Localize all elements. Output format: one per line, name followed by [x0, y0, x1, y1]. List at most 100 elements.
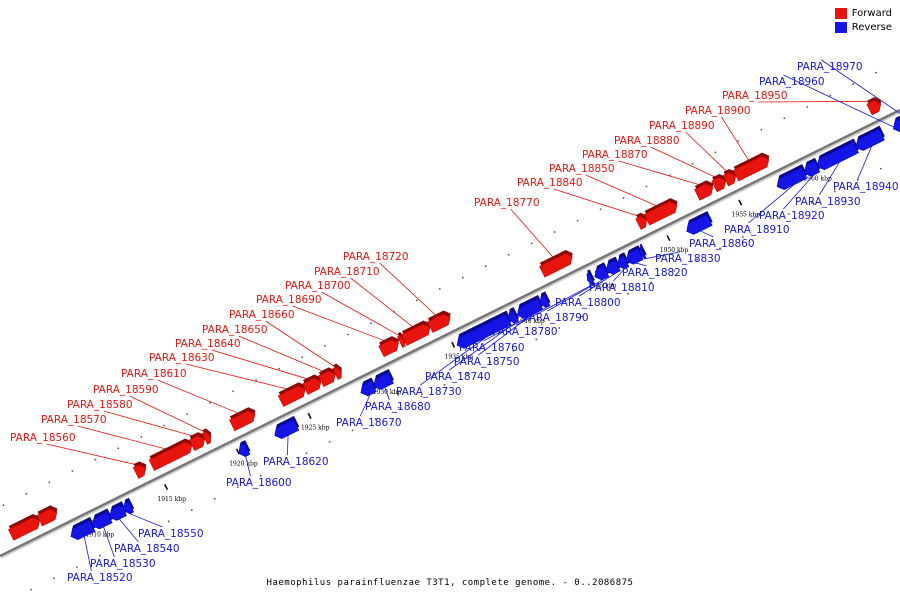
reverse-frame-dot [190, 509, 193, 511]
gene-arrow [539, 253, 573, 278]
gene-arrow [816, 141, 859, 171]
forward-frame-dot [94, 458, 97, 461]
forward-gene [132, 461, 147, 479]
forward-frame-dot [645, 185, 648, 188]
reverse-gene [539, 291, 551, 308]
reverse-gene [594, 262, 610, 281]
gene-arrow [318, 370, 336, 387]
forward-frame-dot [484, 265, 487, 268]
gene-arrow [373, 372, 394, 390]
legend-reverse: Reverse [834, 22, 892, 33]
reverse-gene [639, 243, 647, 260]
forward-gene [732, 152, 770, 182]
reverse-frame-dot [305, 452, 308, 455]
reverse-frame-dot [282, 463, 285, 466]
gene-arrow [188, 435, 206, 452]
forward-gene [397, 332, 406, 348]
gene-label: PARA_18710 [314, 266, 380, 278]
reverse-gene [617, 252, 630, 270]
gene-label: PARA_18550 [138, 528, 204, 540]
gene-label: PARA_18930 [795, 196, 861, 208]
label-leader [420, 337, 486, 386]
reverse-gene [238, 440, 251, 458]
forward-gene [378, 336, 400, 358]
label-leader [77, 425, 170, 451]
reverse-frame-dot [397, 406, 400, 409]
label-leader [384, 387, 390, 401]
forward-frame-dot [438, 288, 441, 290]
gene-label: PARA_18780 [492, 326, 558, 338]
forward-frame-dot [622, 197, 625, 199]
forward-frame-dot [783, 117, 786, 120]
reverse-frame-dot [788, 213, 790, 216]
gene-arrow [516, 298, 544, 319]
gene-label: PARA_18850 [549, 163, 615, 175]
gene-label: PARA_18560 [10, 432, 76, 444]
gene-arrow [893, 116, 900, 133]
gene-label: PARA_18610 [121, 368, 187, 380]
reverse-frame-dot [351, 429, 354, 432]
reverse-gene [686, 211, 713, 235]
reverse-frame-dot [443, 383, 446, 386]
gene-arrow [123, 500, 135, 515]
forward-frame-dot [829, 94, 832, 97]
gene-arrow [686, 214, 713, 235]
scale-tick-label: 1915 kbp [157, 496, 186, 503]
gene-arrow [711, 177, 727, 193]
forward-gene [302, 374, 322, 395]
gene-shadow [587, 269, 595, 282]
label-leader [238, 335, 326, 373]
forward-gene [332, 363, 342, 380]
gene-label: PARA_18760 [459, 342, 525, 354]
forward-frame-dot [737, 140, 740, 142]
reverse-gene [123, 497, 135, 515]
legend-forward-label: Forward [851, 8, 892, 19]
forward-gene [711, 173, 727, 193]
gene-label: PARA_18700 [285, 280, 351, 292]
label-leader [618, 160, 703, 187]
scale-tick [666, 235, 671, 242]
scale-tick-label: 1920 kbp [229, 460, 258, 467]
reverse-frame-dot [144, 531, 147, 534]
reverse-frame-dot [466, 372, 469, 375]
forward-frame-dot [163, 424, 166, 427]
forward-gene [277, 382, 306, 407]
reverse-frame-dot [719, 247, 721, 250]
reverse-gene [373, 368, 395, 390]
forward-frame-dot [209, 401, 212, 404]
label-leader [636, 262, 647, 267]
reverse-frame-dot [512, 349, 515, 352]
label-leader [350, 277, 415, 329]
reverse-frame-dot [879, 167, 882, 170]
forward-frame-dot [369, 322, 372, 324]
label-leader [211, 349, 311, 381]
label-leader [245, 456, 251, 477]
gene-label: PARA_18770 [474, 197, 540, 209]
gene-label: PARA_18880 [614, 135, 680, 147]
gene-label: PARA_18740 [425, 371, 491, 383]
gene-arrow [617, 255, 630, 270]
forward-frame-dot [691, 162, 694, 165]
gene-label: PARA_18720 [343, 251, 409, 263]
gene-arrow [378, 339, 399, 358]
reverse-frame-dot [374, 418, 377, 420]
label-leader [613, 268, 625, 282]
label-leader [360, 394, 371, 417]
forward-frame-dot [714, 151, 717, 154]
reverse-frame-dot [328, 440, 331, 443]
forward-frame-dot [553, 231, 556, 233]
gene-label: PARA_18900 [685, 105, 751, 117]
gene-arrow [635, 216, 648, 230]
gene-arrow [855, 128, 885, 151]
forward-frame-dot [760, 128, 763, 131]
forward-gene [8, 513, 41, 541]
forward-frame-dot [806, 105, 809, 108]
forward-gene [318, 367, 336, 387]
forward-gene [229, 407, 256, 432]
reverse-swatch [834, 22, 847, 33]
scale-tick-label: 1960 kbp [803, 176, 832, 183]
reverse-frame-dot [742, 236, 744, 238]
genome-caption: Haemophilus parainfluenzae T3T1, complet… [266, 578, 634, 588]
gene-label: PARA_18590 [93, 384, 159, 396]
label-leader [185, 363, 291, 391]
